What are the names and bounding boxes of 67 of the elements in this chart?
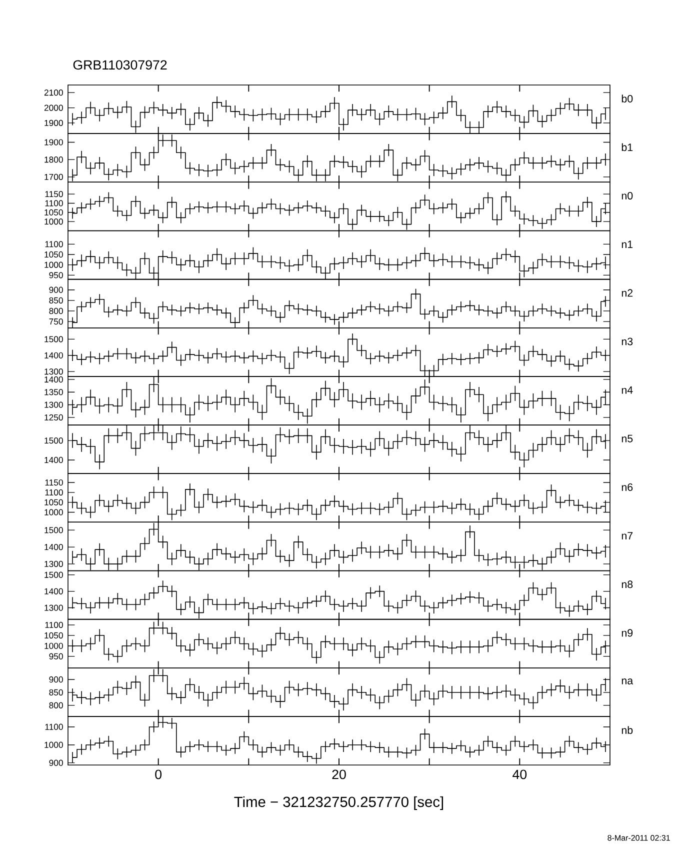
text: n5: [622, 434, 633, 442]
text: n7: [622, 532, 633, 540]
text: n6: [622, 483, 633, 491]
y-tick-label: 850: [49, 689, 63, 696]
y-tick-label: 1500: [44, 527, 63, 534]
y-tick-label: 1050: [44, 499, 63, 506]
y-tick-label: 1000: [44, 642, 63, 649]
y-tick-label: 1000: [44, 218, 63, 225]
y-tick-label: 1500: [44, 437, 63, 444]
y-tick-label: 1050: [44, 251, 63, 258]
y-tick-label: 1900: [44, 139, 63, 146]
text: 8-Mar-2011 02:31: [608, 835, 670, 841]
x-tick-label: 40: [512, 770, 527, 780]
y-tick-label: 1300: [44, 604, 63, 611]
y-tick-label: 1150: [45, 479, 63, 486]
y-tick-label: 1900: [44, 120, 63, 126]
text: n8: [622, 580, 633, 588]
y-tick-label: 1700: [44, 174, 63, 180]
y-tick-label: 750: [49, 318, 63, 325]
y-tick-label: 1050: [44, 632, 63, 638]
y-tick-label: 1050: [44, 209, 63, 216]
x-axis-title: Time − 321232750.257770 [sec]: [234, 796, 444, 810]
y-tick-label: 900: [49, 760, 63, 766]
y-tick-label: 1100: [45, 724, 63, 730]
y-tick-label: 1800: [44, 156, 63, 163]
text: b0: [622, 94, 633, 103]
text: n9: [622, 629, 633, 637]
y-tick-label: 1300: [44, 560, 63, 568]
y-tick-label: 1400: [44, 544, 63, 550]
y-tick-label: 1400: [44, 352, 63, 358]
y-tick-label: 1000: [44, 742, 63, 748]
y-tick-label: 900: [49, 676, 63, 683]
y-tick-label: 900: [49, 286, 63, 293]
x-tick-label: 20: [332, 770, 346, 780]
y-tick-label: 1100: [45, 622, 63, 628]
y-tick-label: 950: [49, 653, 63, 660]
y-tick-label: 1100: [45, 241, 63, 248]
x-tick-label: 0: [155, 770, 162, 780]
y-tick-label: 950: [49, 272, 63, 278]
text: b1: [622, 143, 633, 152]
text: n1: [622, 240, 633, 248]
chart-title: GRB110307972: [73, 60, 167, 70]
y-tick-label: 1400: [44, 588, 63, 594]
text: na: [622, 678, 634, 684]
y-tick-label: 1150: [45, 191, 63, 198]
y-tick-label: 2100: [44, 90, 63, 96]
y-tick-label: 2000: [44, 104, 63, 111]
y-tick-label: 1300: [44, 402, 63, 408]
y-tick-label: 800: [49, 702, 63, 708]
y-tick-label: 1100: [45, 489, 63, 496]
y-tick-label: 1350: [44, 389, 63, 396]
y-tick-label: 800: [49, 308, 63, 314]
y-tick-label: 850: [49, 297, 63, 304]
text: n4: [622, 386, 633, 394]
text: n0: [622, 192, 633, 200]
y-tick-label: 1300: [44, 368, 63, 375]
y-tick-label: 1500: [44, 336, 63, 342]
y-tick-label: 1500: [44, 572, 63, 578]
y-tick-label: 1400: [44, 456, 63, 464]
text: n3: [622, 338, 633, 346]
y-tick-label: 1000: [44, 262, 63, 268]
y-tick-label: 1100: [45, 200, 63, 206]
y-tick-label: 1000: [44, 509, 63, 516]
y-tick-label: 1250: [44, 414, 63, 420]
y-tick-label: 1400: [44, 376, 63, 383]
text: nb: [622, 726, 633, 734]
text: n2: [622, 289, 633, 297]
